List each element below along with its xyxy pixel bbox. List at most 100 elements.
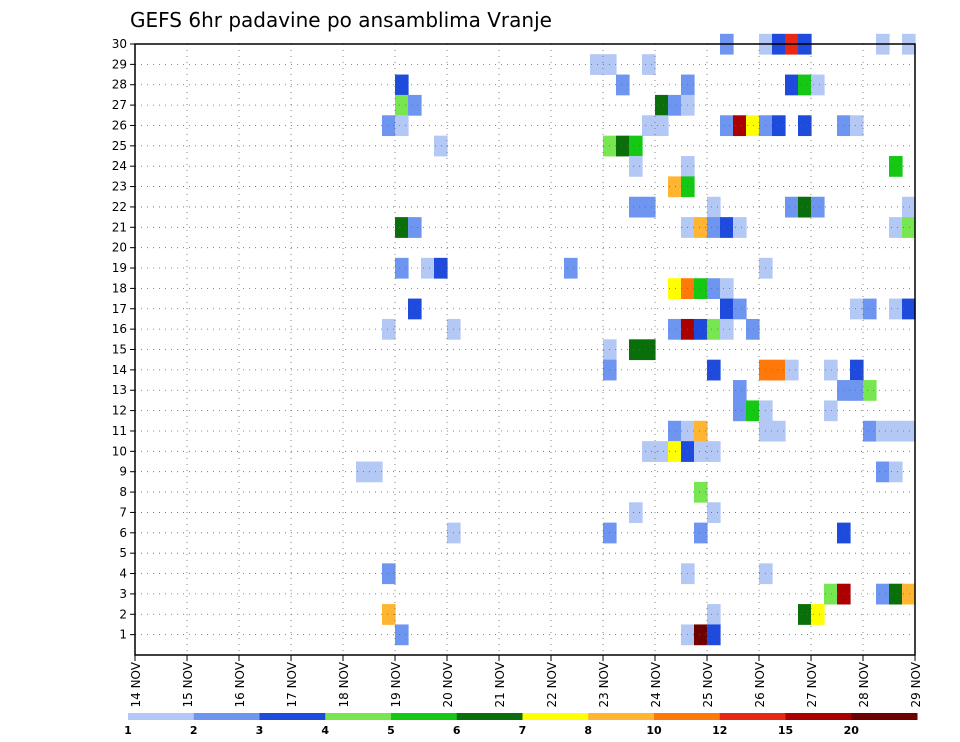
- chart-title: GEFS 6hr padavine po ansamblima Vranje: [130, 8, 552, 32]
- y-tick-label: 2: [119, 607, 127, 621]
- heatmap-cell: [720, 298, 734, 320]
- heatmap-cell: [720, 318, 734, 340]
- heatmap-cell: [408, 217, 422, 238]
- grid-lines: [135, 43, 915, 655]
- heatmap-cell: [733, 380, 747, 401]
- colorbar-label: 3: [256, 724, 264, 737]
- colorbar-legend: 1 2 3 4 5 6 7 8 10 12 15 20: [124, 713, 918, 737]
- heatmap-cell: [850, 298, 864, 320]
- heatmap-cell: [395, 74, 409, 96]
- heatmap-cell: [616, 135, 630, 157]
- y-tick-label: 15: [112, 343, 127, 357]
- heatmap-cell: [629, 196, 643, 218]
- heatmap-cell: [694, 522, 708, 544]
- heatmap-cell: [395, 94, 409, 116]
- x-axis: 14 NOV 15 NOV 16 NOV 17 NOV 18 NOV 19 NOV 20 N…: [129, 655, 923, 708]
- y-tick-label: 30: [112, 37, 127, 51]
- colorbar-swatch: [325, 713, 392, 720]
- x-tick-label: 26 NOV: [753, 661, 767, 707]
- heatmap-cell: [434, 257, 448, 279]
- colorbar-label: 10: [646, 724, 662, 737]
- heatmap-cell: [746, 400, 760, 422]
- heatmap-cell: [876, 461, 890, 483]
- heatmap-cell: [863, 298, 877, 320]
- heatmap-cell: [382, 115, 396, 137]
- heatmap-cell: [655, 115, 669, 137]
- heatmap-cell: [629, 502, 643, 524]
- heatmap-cell: [798, 604, 812, 625]
- heatmap-cell: [694, 624, 708, 646]
- heatmap-cell: [668, 278, 682, 299]
- heatmap-cell: [668, 176, 682, 198]
- heatmap-cell: [733, 400, 747, 422]
- heatmap-cell: [902, 217, 916, 238]
- heatmap-cell: [889, 298, 903, 320]
- heatmap-cell: [798, 115, 812, 137]
- y-tick-label: 3: [119, 587, 127, 601]
- heatmap-cell: [590, 54, 604, 75]
- x-tick-label: 29 NOV: [909, 661, 923, 707]
- heatmap-cell: [382, 318, 396, 340]
- heatmap-cell: [902, 196, 916, 218]
- y-tick-label: 10: [112, 444, 127, 458]
- heatmap-cell: [408, 94, 422, 116]
- x-tick-label: 25 NOV: [701, 661, 715, 707]
- y-tick-label: 21: [112, 220, 127, 234]
- heatmap-cells: [356, 33, 916, 646]
- heatmap-cell: [850, 115, 864, 137]
- y-tick-label: 9: [119, 465, 127, 479]
- heatmap-cell: [824, 359, 838, 381]
- heatmap-cell: [668, 441, 682, 462]
- x-tick-label: 20 NOV: [441, 661, 455, 707]
- y-tick-label: 12: [112, 404, 127, 418]
- heatmap-cell: [733, 298, 747, 320]
- y-tick-label: 29: [112, 57, 127, 71]
- heatmap-cell: [707, 624, 721, 646]
- heatmap-cell: [642, 196, 656, 218]
- heatmap-cell: [694, 217, 708, 238]
- x-tick-label: 15 NOV: [181, 661, 195, 707]
- heatmap-cell: [720, 115, 734, 137]
- colorbar-swatch: [851, 713, 918, 720]
- y-tick-label: 13: [112, 383, 127, 397]
- heatmap-cell: [655, 94, 669, 116]
- x-tick-label: 17 NOV: [285, 661, 299, 707]
- y-tick-label: 4: [119, 567, 127, 581]
- heatmap-cell: [629, 339, 643, 361]
- heatmap-cell: [772, 420, 786, 442]
- y-tick-label: 6: [119, 526, 127, 540]
- heatmap-cell: [616, 74, 630, 96]
- heatmap-cell: [785, 196, 799, 218]
- heatmap-cell: [382, 604, 396, 625]
- colorbar-label: 4: [321, 724, 329, 737]
- heatmap-cell: [629, 156, 643, 177]
- heatmap-cell: [811, 196, 825, 218]
- colorbar-label: 7: [519, 724, 527, 737]
- heatmap-cell: [707, 318, 721, 340]
- colorbar-swatch: [193, 713, 260, 720]
- x-tick-label: 16 NOV: [233, 661, 247, 707]
- heatmap-cell: [863, 380, 877, 401]
- heatmap-cell: [850, 359, 864, 381]
- colorbar-swatch: [456, 713, 523, 720]
- heatmap-cell: [720, 217, 734, 238]
- heatmap-cell: [707, 217, 721, 238]
- x-tick-label: 18 NOV: [337, 661, 351, 707]
- heatmap-cell: [733, 217, 747, 238]
- heatmap-cell: [772, 359, 786, 381]
- y-tick-label: 1: [119, 628, 127, 642]
- heatmap-cell: [707, 359, 721, 381]
- y-tick-label: 28: [112, 78, 127, 92]
- y-tick-label: 17: [112, 302, 127, 316]
- heatmap-cell: [382, 563, 396, 585]
- heatmap-cell: [863, 420, 877, 442]
- colorbar-swatch: [719, 713, 786, 720]
- heatmap-cell: [629, 135, 643, 157]
- heatmap-cell: [395, 257, 409, 279]
- x-tick-label: 21 NOV: [493, 661, 507, 707]
- heatmap-cell: [408, 298, 422, 320]
- y-tick-label: 7: [119, 505, 127, 519]
- heatmap-cell: [876, 583, 890, 605]
- heatmap-cell: [694, 318, 708, 340]
- y-tick-label: 24: [112, 159, 127, 173]
